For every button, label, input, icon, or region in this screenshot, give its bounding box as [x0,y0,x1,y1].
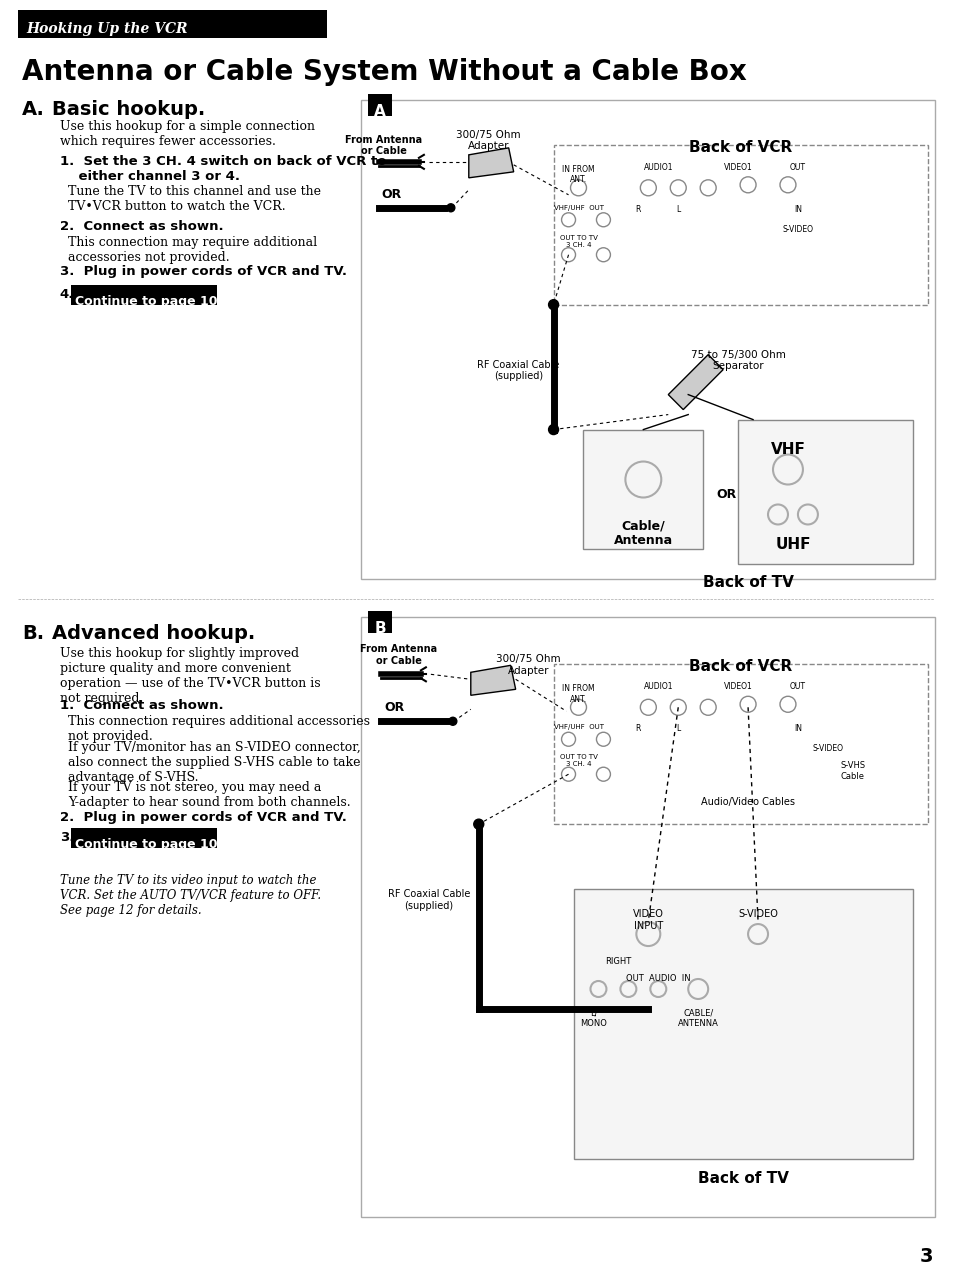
Text: 300/75 Ohm
Adapter: 300/75 Ohm Adapter [456,130,520,151]
Circle shape [448,717,456,726]
Text: Antenna or Cable System Without a Cable Box: Antenna or Cable System Without a Cable … [22,58,746,86]
Text: 1.  Connect as shown.: 1. Connect as shown. [60,699,223,712]
Text: 1.  Set the 3 CH. 4 switch on back of VCR to
    either channel 3 or 4.: 1. Set the 3 CH. 4 switch on back of VCR… [60,155,386,183]
Circle shape [446,203,455,212]
Text: 75 to 75/300 Ohm
Separator: 75 to 75/300 Ohm Separator [690,350,784,371]
Text: L: L [676,724,679,733]
Text: 2.  Plug in power cords of VCR and TV.: 2. Plug in power cords of VCR and TV. [60,811,346,824]
Text: Continue to page 10.: Continue to page 10. [74,838,222,852]
Polygon shape [668,355,722,409]
Text: A: A [374,104,386,119]
Text: VHF/UHF  OUT: VHF/UHF OUT [553,724,603,731]
Text: Back of TV: Back of TV [697,1171,788,1186]
Text: AUDIO1: AUDIO1 [643,163,673,172]
Text: VIDEO1: VIDEO1 [723,163,752,172]
Text: From Antenna
or Cable: From Antenna or Cable [360,644,437,666]
FancyBboxPatch shape [18,10,327,38]
Text: Advanced hookup.: Advanced hookup. [51,624,254,643]
Text: Back of VCR: Back of VCR [688,140,791,155]
Text: This connection may require additional
accessories not provided.: This connection may require additional a… [68,235,316,264]
Text: CABLE/
ANTENNA: CABLE/ ANTENNA [677,1009,718,1028]
Text: Hooking Up the VCR: Hooking Up the VCR [26,22,187,36]
Text: UHF: UHF [775,538,810,553]
Text: S-VIDEO: S-VIDEO [812,745,842,754]
FancyBboxPatch shape [71,829,217,848]
Text: Basic hookup.: Basic hookup. [51,100,205,119]
Text: OUT TO TV
3 CH. 4: OUT TO TV 3 CH. 4 [559,235,597,248]
Text: IN FROM
ANT.: IN FROM ANT. [561,165,595,184]
Text: OUT  AUDIO  IN: OUT AUDIO IN [625,974,690,982]
Text: Back of VCR: Back of VCR [688,660,791,675]
Text: This connection requires additional accessories
not provided.: This connection requires additional acce… [68,716,370,744]
Text: OUT TO TV
3 CH. 4: OUT TO TV 3 CH. 4 [559,754,597,768]
Text: Tune the TV to this channel and use the
TV•VCR button to watch the VCR.: Tune the TV to this channel and use the … [68,184,320,212]
Text: Tune the TV to its video input to watch the
VCR. Set the AUTO TV/VCR feature to : Tune the TV to its video input to watch … [60,874,320,918]
Text: RF Coaxial Cable
(supplied): RF Coaxial Cable (supplied) [477,360,559,381]
Text: B: B [374,622,385,637]
Text: If your TV/monitor has an S-VIDEO connector,
also connect the supplied S-VHS cab: If your TV/monitor has an S-VIDEO connec… [68,741,360,784]
FancyBboxPatch shape [553,145,926,305]
Text: VHF: VHF [770,441,804,456]
Text: Audio/Video Cables: Audio/Video Cables [700,797,794,807]
Text: R: R [635,724,640,733]
Circle shape [474,820,483,829]
FancyBboxPatch shape [368,611,392,633]
FancyBboxPatch shape [573,890,912,1159]
FancyBboxPatch shape [583,430,702,549]
FancyBboxPatch shape [71,285,217,305]
Text: Cable/
Antenna: Cable/ Antenna [613,520,672,548]
Text: Back of TV: Back of TV [702,576,793,591]
Text: VIDEO
INPUT: VIDEO INPUT [632,909,663,930]
Text: S-VIDEO: S-VIDEO [738,909,777,919]
Text: Continue to page 10.: Continue to page 10. [74,295,222,308]
Text: Use this hookup for a simple connection
which requires fewer accessories.: Use this hookup for a simple connection … [60,119,314,147]
Text: Use this hookup for slightly improved
picture quality and more convenient
operat: Use this hookup for slightly improved pi… [60,647,320,705]
FancyBboxPatch shape [360,618,934,1216]
Text: 4.: 4. [60,287,74,301]
Text: L: L [676,205,679,214]
Text: L/
MONO: L/ MONO [579,1009,606,1028]
Circle shape [642,1004,653,1014]
Text: From Antenna
or Cable: From Antenna or Cable [345,135,422,156]
Text: AUDIO1: AUDIO1 [643,683,673,691]
Polygon shape [468,147,513,178]
FancyBboxPatch shape [738,419,912,564]
FancyBboxPatch shape [368,94,392,116]
Text: IN: IN [793,205,801,214]
Text: RIGHT: RIGHT [604,957,631,966]
Text: B.: B. [22,624,44,643]
Text: S-VHS
Cable: S-VHS Cable [840,761,864,780]
Text: RF Coaxial Cable
(supplied): RF Coaxial Cable (supplied) [387,890,470,911]
Circle shape [548,425,558,435]
FancyBboxPatch shape [553,665,926,824]
FancyBboxPatch shape [360,100,934,580]
Text: IN: IN [793,724,801,733]
Text: If your TV is not stereo, you may need a
Y-adapter to hear sound from both chann: If your TV is not stereo, you may need a… [68,782,350,810]
Text: OR: OR [380,188,401,201]
Text: OR: OR [384,702,404,714]
Polygon shape [470,665,516,695]
Text: 3.: 3. [60,831,74,844]
Text: R: R [635,205,640,214]
Text: S-VIDEO: S-VIDEO [781,225,813,234]
Text: VHF/UHF  OUT: VHF/UHF OUT [553,205,603,211]
Text: VIDEO1: VIDEO1 [723,683,752,691]
Text: A.: A. [22,100,45,119]
Text: IN FROM
ANT.: IN FROM ANT. [561,684,595,704]
Text: OR: OR [716,488,736,501]
Text: 2.  Connect as shown.: 2. Connect as shown. [60,220,223,233]
Text: 3.  Plug in power cords of VCR and TV.: 3. Plug in power cords of VCR and TV. [60,264,347,278]
Text: 3: 3 [919,1247,933,1266]
Text: 300/75 Ohm
Adapter: 300/75 Ohm Adapter [496,655,560,676]
Text: OUT: OUT [789,163,805,172]
Circle shape [548,300,558,310]
Text: OUT: OUT [789,683,805,691]
